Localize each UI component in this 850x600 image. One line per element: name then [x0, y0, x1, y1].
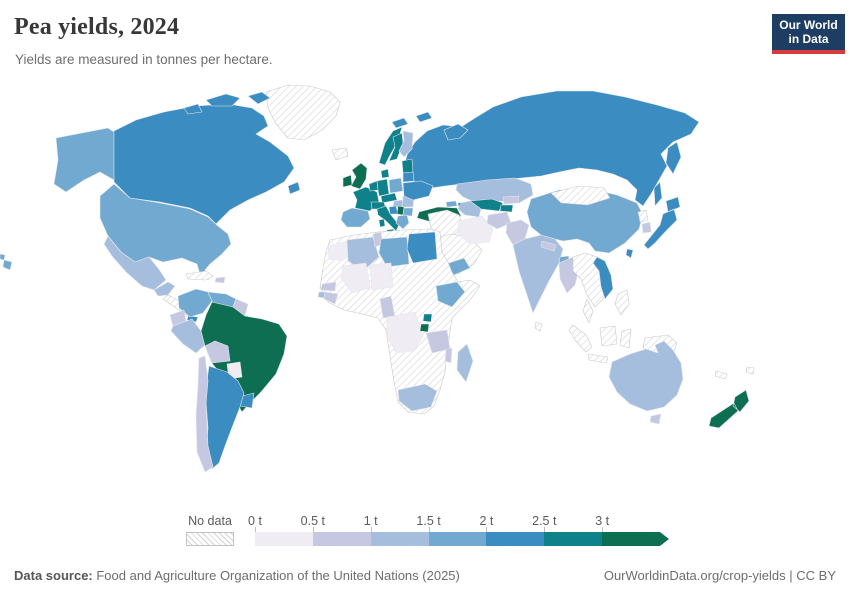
legend-arrow: [660, 532, 669, 546]
country-usa-alaska[interactable]: [53, 127, 115, 193]
country-canada-arctic-isles[interactable]: [183, 91, 301, 195]
country-belarus[interactable]: [402, 171, 415, 183]
country-drc[interactable]: [386, 311, 424, 354]
country-russia-sakhalin[interactable]: [653, 181, 663, 207]
region-rwanda-burundi[interactable]: [419, 323, 430, 333]
region-tasmania[interactable]: [649, 413, 662, 425]
country-cuba[interactable]: [185, 270, 214, 281]
country-ethiopia[interactable]: [435, 281, 466, 308]
region-spain-portugal[interactable]: [340, 207, 371, 228]
country-greece[interactable]: [395, 214, 410, 230]
country-russia-arctic-isles[interactable]: [391, 111, 469, 141]
country-sweden[interactable]: [388, 132, 404, 162]
country-peru[interactable]: [170, 318, 206, 354]
country-ireland[interactable]: [342, 174, 353, 188]
legend-edge-label: 2 t: [479, 514, 494, 528]
country-mexico[interactable]: [103, 235, 176, 297]
country-uganda[interactable]: [422, 313, 433, 323]
country-vietnam[interactable]: [592, 256, 614, 300]
country-north-korea[interactable]: [637, 209, 649, 223]
region-pacific-islands[interactable]: [714, 366, 755, 380]
country-new-zealand[interactable]: [708, 389, 750, 429]
legend-labels: 0 t 0.5 t 1 t 1.5 t 2 t 2.5 t 3 t: [248, 514, 660, 528]
country-bolivia[interactable]: [204, 340, 231, 364]
country-chile[interactable]: [195, 355, 214, 473]
chart-footer: Data source: Food and Agriculture Organi…: [14, 568, 836, 583]
region-czechia-slovakia[interactable]: [380, 192, 398, 204]
country-india[interactable]: [512, 234, 564, 314]
page-title: Pea yields, 2024: [14, 14, 180, 40]
legend-bin-2-2.5[interactable]: [486, 532, 545, 546]
country-taiwan[interactable]: [625, 248, 634, 259]
country-guinea-bissau[interactable]: [317, 291, 326, 299]
legend-edge-label: 1.5 t: [416, 514, 441, 528]
country-poland[interactable]: [388, 177, 404, 194]
legend-no-data-swatch[interactable]: [186, 532, 234, 546]
country-germany[interactable]: [376, 178, 390, 197]
country-mali[interactable]: [340, 262, 371, 294]
country-madagascar[interactable]: [456, 343, 474, 383]
legend-bin-1-1.5[interactable]: [370, 532, 429, 546]
legend-edge-label: 3 t: [595, 514, 610, 528]
country-colombia[interactable]: [177, 288, 213, 318]
country-nepal[interactable]: [540, 240, 557, 252]
country-finland[interactable]: [398, 130, 414, 158]
legend-bin-3+[interactable]: [602, 532, 661, 546]
legend-bin-1.5-2[interactable]: [428, 532, 487, 546]
owid-logo-text: Our World in Data: [779, 17, 838, 46]
country-turkmenistan[interactable]: [457, 200, 482, 218]
country-algeria[interactable]: [346, 236, 380, 272]
country-iceland[interactable]: [331, 147, 349, 161]
country-bulgaria[interactable]: [402, 207, 414, 217]
country-south-korea[interactable]: [641, 221, 652, 234]
legend-edge-label: 2.5 t: [532, 514, 557, 528]
country-argentina[interactable]: [205, 365, 245, 470]
country-malawi[interactable]: [444, 347, 453, 364]
legend-bin-0-0.5[interactable]: [255, 532, 313, 546]
region-benelux[interactable]: [368, 180, 379, 192]
country-tajikistan[interactable]: [499, 204, 514, 213]
country-australia[interactable]: [608, 340, 684, 412]
country-usa-hawaii[interactable]: [0, 253, 13, 271]
country-greenland[interactable]: [265, 84, 341, 141]
country-kyrgyzstan[interactable]: [502, 195, 520, 205]
country-sri-lanka[interactable]: [534, 321, 543, 332]
owid-logo[interactable]: Our World in Data: [772, 14, 845, 50]
data-source-label: Data source:: [14, 568, 93, 583]
chart-subtitle: Yields are measured in tonnes per hectar…: [15, 52, 273, 67]
legend-edge-label: 1 t: [363, 514, 378, 528]
data-source-note: Data source: Food and Agriculture Organi…: [14, 568, 460, 583]
country-egypt[interactable]: [406, 231, 438, 264]
country-ukraine[interactable]: [402, 180, 434, 201]
legend-no-data-label: No data: [188, 514, 232, 528]
country-china[interactable]: [526, 188, 644, 254]
country-niger[interactable]: [369, 262, 394, 291]
country-senegal[interactable]: [320, 281, 337, 292]
country-japan[interactable]: [643, 196, 681, 250]
legend-bin-2.5-3[interactable]: [544, 532, 603, 546]
country-united-kingdom[interactable]: [350, 162, 368, 190]
country-mongolia[interactable]: [550, 185, 611, 206]
country-iran[interactable]: [457, 215, 494, 245]
legend-bin-0.5-1[interactable]: [312, 532, 371, 546]
country-brazil[interactable]: [200, 301, 288, 413]
data-source-text: Food and Agriculture Organization of the…: [92, 568, 460, 583]
country-russia-kamchatka[interactable]: [665, 141, 682, 175]
footer-link[interactable]: OurWorldinData.org/crop-yields | CC BY: [603, 568, 836, 583]
legend-edge-label: 0 t: [248, 514, 262, 528]
region-baltics[interactable]: [401, 158, 414, 174]
region-maritime-se-asia[interactable]: [568, 289, 678, 364]
owid-logo-accent-bar: [772, 50, 845, 54]
country-denmark[interactable]: [380, 168, 390, 179]
legend-bar: [255, 532, 661, 546]
country-libya[interactable]: [378, 236, 410, 268]
country-hispaniola[interactable]: [214, 276, 226, 284]
country-afghanistan[interactable]: [486, 211, 512, 230]
legend-edge-label: 0.5 t: [300, 514, 326, 528]
country-south-africa[interactable]: [397, 383, 438, 412]
country-georgia[interactable]: [445, 200, 458, 208]
